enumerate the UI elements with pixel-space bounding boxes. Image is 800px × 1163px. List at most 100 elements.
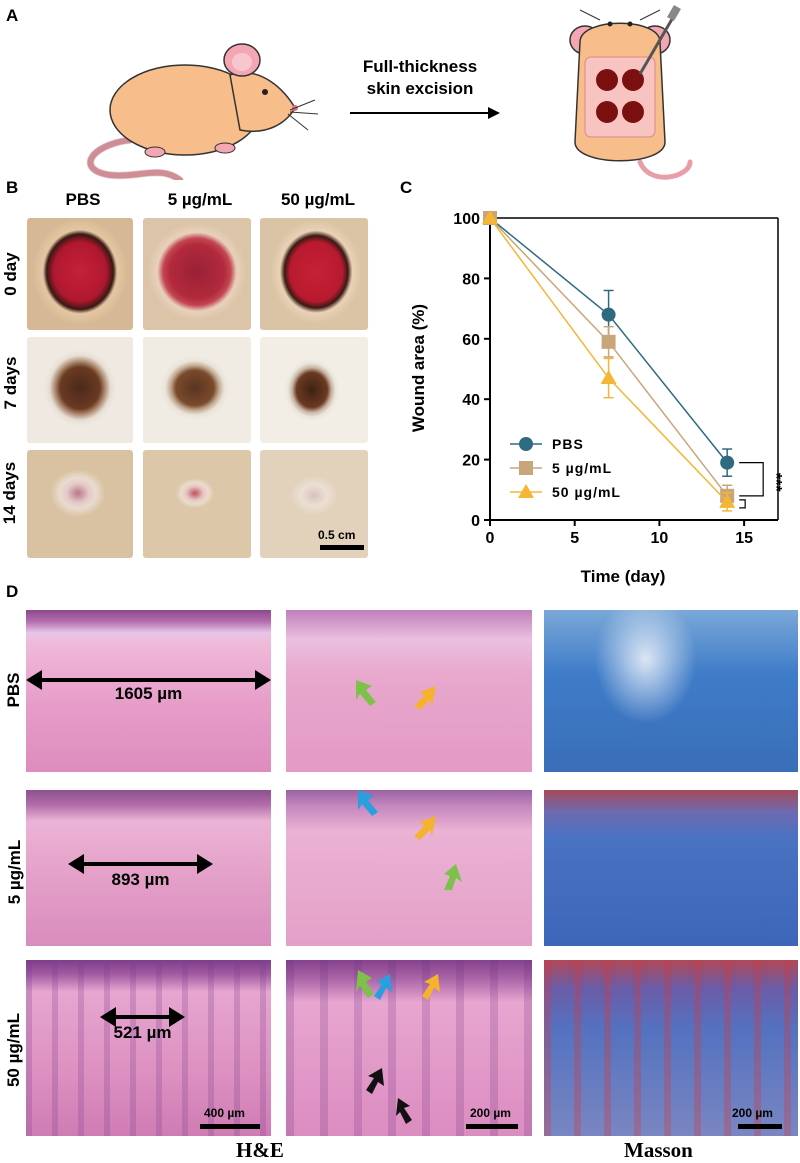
wound-photo-5ug-day7 (143, 337, 251, 443)
green-arrow-icon (356, 970, 374, 998)
bracket-pbs-50ug (739, 499, 746, 509)
data-point (719, 493, 736, 508)
mouse-back-illustration (569, 4, 693, 180)
wound-area-chart: 0 20 40 60 80 100 0 5 10 15 PBS 5 µg/mL 50 µg/mL **… (409, 210, 784, 586)
width-label-pbs: 1605 µm (114, 684, 183, 703)
arrow-caption-line2: skin excision (366, 79, 474, 98)
row-label-7days: 7 days (1, 356, 20, 410)
legend-label: 5 µg/mL (552, 460, 612, 476)
wound-photo-50ug-day14 (260, 450, 368, 558)
indicator-arrows (356, 680, 462, 1124)
scale-bar-b-label: 0.5 cm (318, 528, 356, 542)
data-point (482, 210, 498, 224)
width-label-5ug: 893 µm (111, 870, 170, 889)
y-tick-label: 80 (462, 271, 480, 288)
panel-d-label: D (6, 582, 19, 601)
col-header-5ug: 5 µg/mL (167, 190, 233, 209)
data-point (601, 307, 616, 322)
wound-photo-5ug-day0 (143, 218, 251, 330)
legend-marker (518, 484, 534, 498)
legend-entry-0: PBS (510, 436, 584, 452)
legend-entry-1: 5 µg/mL (510, 460, 612, 476)
significance-label: *** (767, 473, 784, 492)
histo-row-label-pbs: PBS (4, 672, 23, 708)
chart-axes: 0 20 40 60 80 100 0 5 10 15 (453, 211, 779, 547)
bracket-pbs-5ug (739, 462, 764, 497)
legend-marker (519, 461, 533, 475)
wound-photo-50ug-day0 (260, 218, 368, 330)
masson-pbs (544, 610, 798, 772)
scale-bar-masson (738, 1124, 782, 1129)
he-overview-pbs (26, 610, 271, 772)
chart-legend: PBS 5 µg/mL 50 µg/mL (510, 436, 621, 500)
y-tick-label: 20 (462, 453, 480, 470)
he-zoom-5ug (286, 790, 532, 946)
col-header-50ug: 50 µg/mL (280, 190, 356, 209)
wound-photo-50ug-day7 (260, 337, 368, 443)
series-2 (482, 210, 736, 512)
significance-bracket: *** (739, 462, 784, 509)
mouse-side-illustration (86, 43, 319, 180)
legend-marker (519, 437, 533, 451)
black-arrow-icon (366, 1068, 384, 1094)
row-label-14days: 14 days (0, 461, 19, 525)
orange-arrow-icon (422, 974, 440, 1000)
he-zoom-pbs (286, 610, 532, 772)
wound-photo-5ug-day14 (143, 450, 251, 558)
chart-y-axis-label: Wound area (%) (409, 304, 428, 432)
x-tick-label: 15 (735, 530, 753, 547)
orange-arrow-icon (414, 816, 436, 840)
green-arrow-icon (444, 864, 462, 890)
width-label-50ug: 521 µm (113, 1023, 172, 1042)
process-arrow-icon (350, 107, 500, 119)
scale-bar-he-zoom-label: 200 µm (470, 1106, 511, 1120)
orange-arrow-icon (414, 686, 436, 710)
wound-photo-pbs-day14 (27, 450, 133, 558)
footer-he: H&E (236, 1138, 284, 1162)
he-zoom-50ug (286, 960, 532, 1136)
scale-bar-masson-label: 200 µm (732, 1106, 773, 1120)
y-tick-label: 0 (471, 513, 480, 530)
x-tick-label: 10 (651, 530, 669, 547)
y-tick-label: 60 (462, 332, 480, 349)
wound-photo-pbs-day7 (27, 337, 133, 443)
x-tick-label: 0 (486, 530, 495, 547)
blue-arrow-icon (374, 974, 392, 1000)
chart-series-group (482, 210, 736, 512)
data-point (600, 370, 617, 385)
panel-b-label: B (6, 178, 19, 197)
width-arrow-50ug (100, 1007, 185, 1027)
wound-photo-pbs-day0 (27, 218, 133, 330)
x-tick-label: 5 (570, 530, 579, 547)
row-label-0day: 0 day (1, 252, 20, 296)
scale-bar-he-overview (200, 1124, 260, 1129)
scale-bar-he-overview-label: 400 µm (204, 1106, 245, 1120)
legend-label: 50 µg/mL (552, 484, 621, 500)
footer-masson: Masson (624, 1138, 693, 1162)
scale-bar-b (320, 545, 364, 550)
chart-x-axis-label: Time (day) (581, 567, 666, 586)
legend-label: PBS (552, 436, 584, 452)
legend-entry-2: 50 µg/mL (510, 484, 621, 500)
panel-a-label: A (6, 6, 19, 25)
histo-row-label-5ug: 5 µg/mL (5, 839, 24, 905)
width-arrow-5ug (68, 854, 213, 874)
y-tick-label: 100 (453, 211, 480, 228)
arrow-caption-line1: Full-thickness (362, 57, 478, 76)
blue-arrow-icon (358, 790, 378, 816)
masson-5ug (544, 790, 798, 946)
histo-row-label-50ug: 50 µg/mL (4, 1012, 23, 1088)
arrow-caption: Full-thickness skin excision (340, 56, 500, 100)
data-point (601, 334, 616, 349)
col-header-pbs: PBS (65, 190, 101, 209)
black-arrow-icon (396, 1098, 412, 1124)
data-point (720, 455, 735, 470)
green-arrow-icon (356, 680, 376, 706)
panel-c-label: C (400, 178, 413, 197)
he-overview-5ug (26, 790, 271, 946)
scale-bar-he-zoom (466, 1124, 518, 1129)
y-tick-label: 40 (462, 392, 480, 409)
masson-50ug (544, 960, 798, 1136)
width-arrow-pbs (26, 670, 271, 690)
he-overview-50ug (26, 960, 271, 1136)
